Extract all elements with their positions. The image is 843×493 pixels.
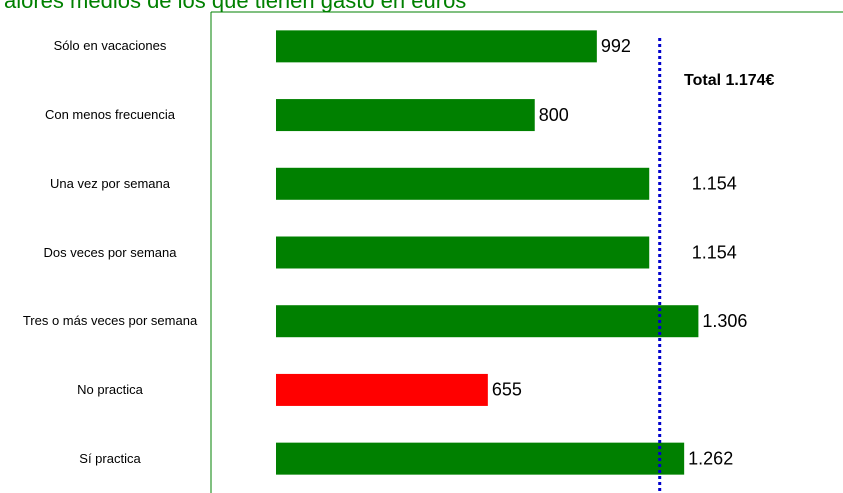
category-label: Una vez por semana — [50, 175, 170, 191]
bar — [276, 99, 535, 132]
value-label: 800 — [539, 105, 569, 125]
chart-title: alores medios de los que tienen gasto en… — [4, 0, 466, 13]
value-label: 655 — [492, 380, 522, 400]
category-label: Dos veces por semana — [43, 244, 177, 260]
bar — [276, 236, 650, 269]
value-label: 1.262 — [688, 448, 733, 468]
bar — [276, 373, 488, 406]
category-label: Sólo en vacaciones — [53, 38, 167, 54]
value-label: 992 — [601, 36, 631, 56]
value-label: 1.154 — [692, 174, 737, 194]
value-label: 1.306 — [702, 311, 747, 331]
bar — [276, 30, 597, 63]
bar — [276, 305, 699, 338]
category-label: No practica — [77, 381, 143, 397]
bar — [276, 442, 685, 475]
category-label: Sí practica — [79, 450, 141, 466]
category-label: Con menos frecuencia — [44, 107, 176, 123]
value-label: 1.154 — [692, 242, 737, 262]
reference-label: Total 1.174€ — [684, 72, 775, 89]
category-label: Tres o más veces por semana — [22, 313, 198, 329]
bar — [276, 167, 650, 200]
